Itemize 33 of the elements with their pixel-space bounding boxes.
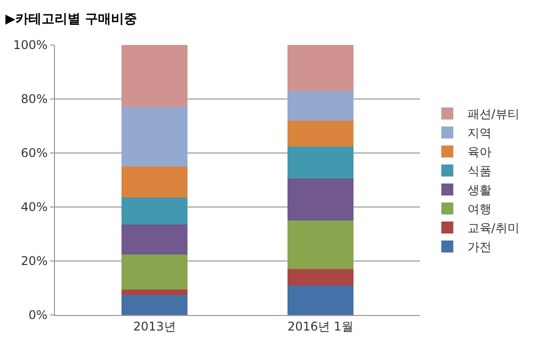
bar: [287, 45, 354, 91]
y-tick-label: 40%: [20, 200, 48, 214]
legend-label: 지역: [467, 126, 492, 140]
legend-label: 생활: [467, 183, 492, 198]
x-tick-label: 2016년 1월: [287, 319, 354, 334]
bar: [121, 224, 188, 254]
bar: [287, 269, 354, 286]
legend-label: 식품: [467, 164, 492, 178]
bar: [287, 90, 354, 121]
chart-title: ▶카테고리별 구매비중: [5, 12, 137, 28]
bar: [121, 107, 188, 166]
y-tick-label: 60%: [20, 146, 48, 160]
legend-label: 교육/취미: [467, 221, 520, 236]
legend-label: 패션/뷰티: [467, 107, 520, 122]
y-tick-label: 100%: [13, 38, 48, 52]
bar: [287, 120, 354, 146]
x-tick-label: 2013년: [133, 319, 176, 334]
bar: [287, 146, 354, 179]
bar: [121, 45, 188, 108]
legend-label: 여행: [467, 202, 492, 216]
bar: [121, 289, 188, 295]
bar: [121, 294, 188, 315]
y-tick-label: 80%: [20, 92, 48, 106]
y-tick-label: 20%: [20, 254, 48, 268]
bar: [121, 198, 188, 225]
legend-label: 가전: [467, 240, 492, 254]
bar: [287, 220, 354, 270]
bar: [121, 254, 188, 290]
y-tick-label: 0%: [28, 308, 48, 322]
bar: [121, 166, 188, 198]
bar: [287, 285, 354, 315]
legend-label: 육아: [467, 145, 492, 160]
bar: [287, 178, 354, 220]
